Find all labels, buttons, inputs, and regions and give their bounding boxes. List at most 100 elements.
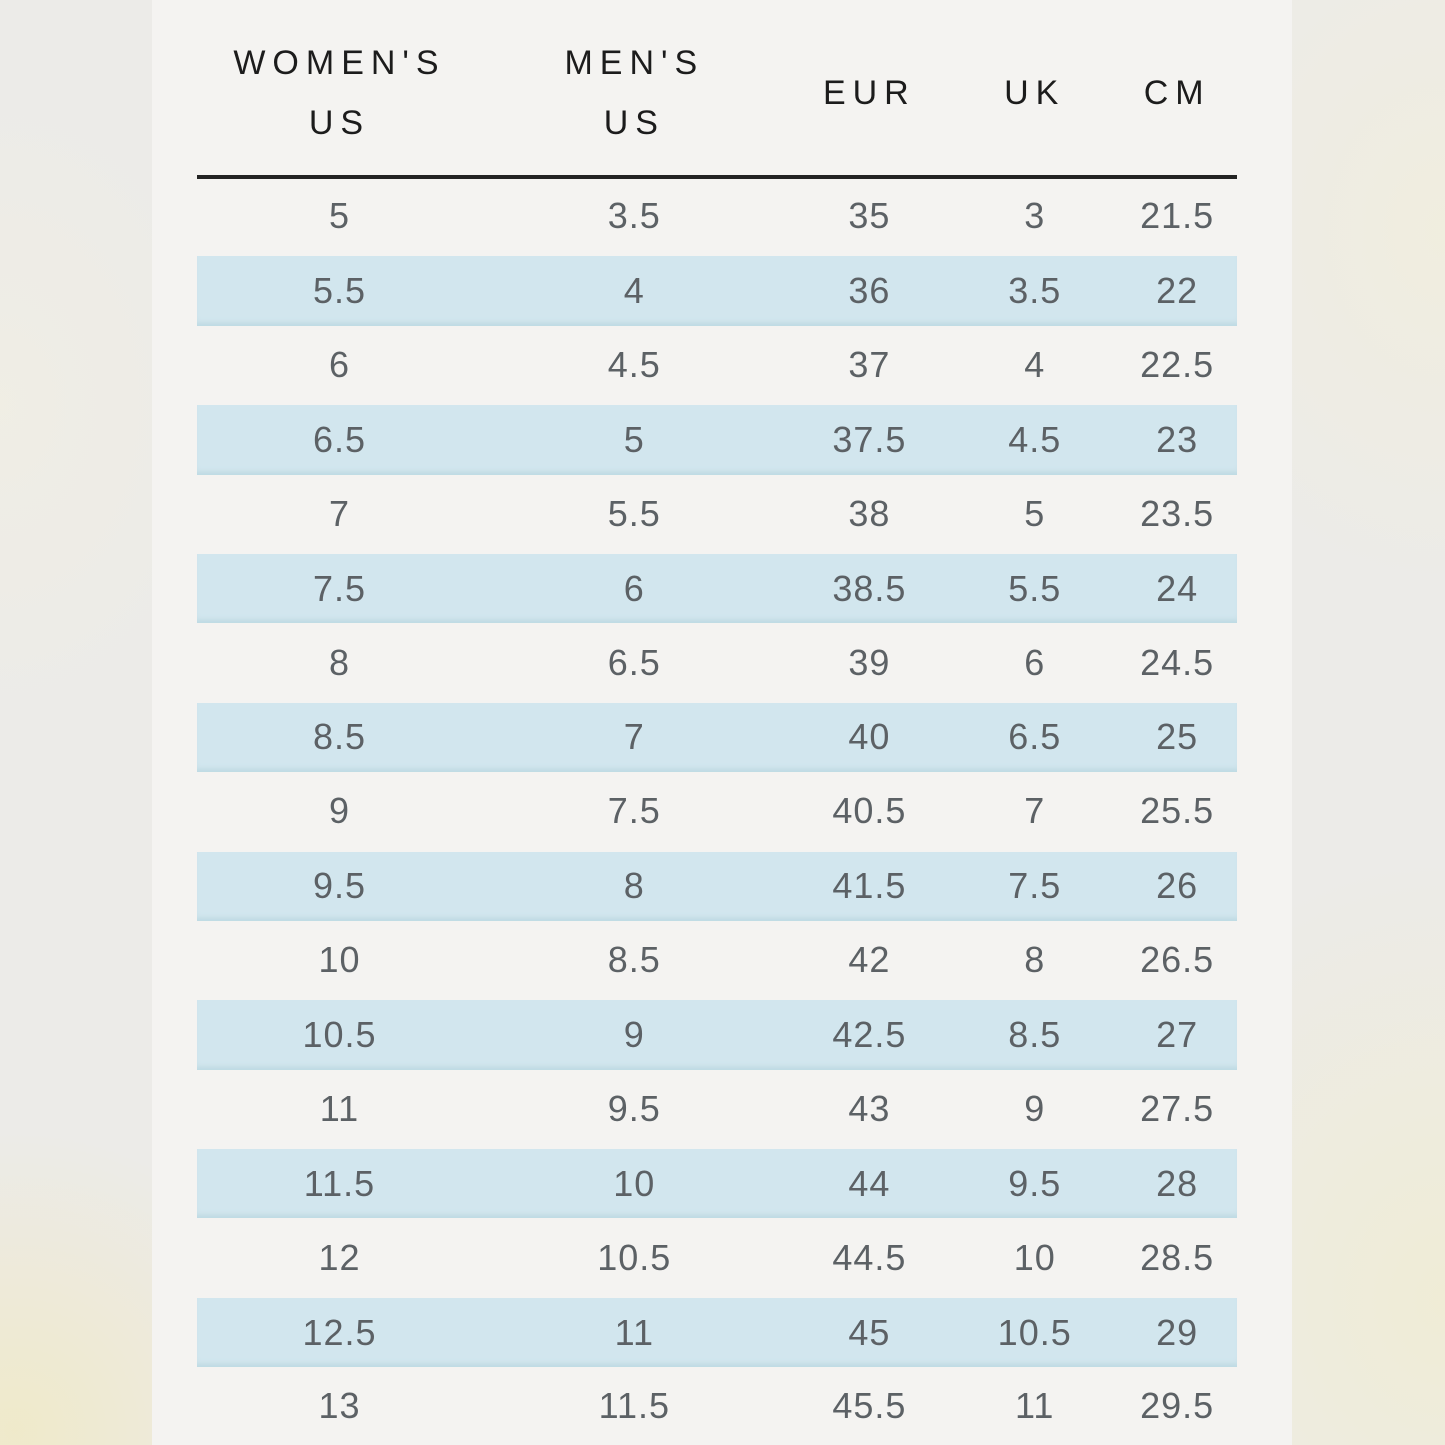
column-header-line: WOMEN'S — [233, 43, 446, 82]
table-cell: 7 — [328, 492, 350, 534]
table-cell: 22 — [1156, 270, 1199, 312]
table-body: 5 3.5 35 3 21.5 5.5 4 36 3.5 22 6 4.5 37 4 22.5 6.5 5 37.… — [197, 179, 1237, 1444]
table-cell: 3 — [1024, 195, 1046, 237]
table-row: 9 7.5 40.5 7 25.5 — [197, 774, 1237, 848]
table-cell: 7.5 — [607, 790, 661, 832]
table-cell: 23.5 — [1140, 492, 1215, 534]
table-cell: 25.5 — [1140, 790, 1215, 832]
column-header-cm: CM — [1117, 63, 1237, 123]
table-row: 5 3.5 35 3 21.5 — [197, 179, 1237, 253]
table-cell: 11.5 — [303, 1162, 376, 1204]
table-cell: 6 — [623, 567, 645, 609]
table-cell: 8.5 — [1008, 1013, 1062, 1055]
column-header-line: CM — [1143, 73, 1211, 112]
table-cell: 10 — [318, 939, 361, 981]
column-header-uk: UK — [952, 63, 1117, 123]
table-cell: 9.5 — [607, 1087, 661, 1129]
table-cell: 5.5 — [1008, 567, 1062, 609]
table-row: 6.5 5 37.5 4.5 23 — [197, 402, 1237, 477]
table-cell: 25 — [1156, 716, 1199, 758]
table-cell: 44.5 — [832, 1236, 907, 1278]
table-cell: 43 — [848, 1087, 891, 1129]
table-cell: 10 — [1013, 1236, 1056, 1278]
table-cell: 4.5 — [1008, 418, 1062, 460]
table-cell: 22.5 — [1140, 343, 1215, 385]
table-cell: 45 — [848, 1311, 891, 1353]
table-cell: 6 — [1024, 641, 1046, 683]
table-cell: 8 — [328, 641, 350, 683]
table-row: 11.5 10 44 9.5 28 — [197, 1146, 1237, 1221]
table-cell: 7.5 — [1008, 865, 1062, 907]
size-chart-panel: WOMEN'S US MEN'S US EUR UK CM 5 3.5 35 3 21.5 5.5 4 3… — [152, 0, 1292, 1445]
table-cell: 37.5 — [832, 418, 907, 460]
table-cell: 13 — [318, 1385, 361, 1427]
column-header-line: EUR — [822, 73, 916, 112]
table-cell: 12.5 — [302, 1311, 377, 1353]
table-cell: 26 — [1156, 865, 1199, 907]
table-cell: 5 — [328, 195, 350, 237]
table-cell: 28 — [1156, 1162, 1199, 1204]
table-cell: 4 — [1024, 343, 1046, 385]
table-cell: 45.5 — [832, 1385, 907, 1427]
table-cell: 6.5 — [312, 418, 366, 460]
table-cell: 10.5 — [597, 1236, 672, 1278]
table-cell: 28.5 — [1140, 1236, 1215, 1278]
table-cell: 6.5 — [607, 641, 661, 683]
table-row: 7.5 6 38.5 5.5 24 — [197, 550, 1237, 626]
header-divider — [197, 175, 1237, 179]
table-cell: 35 — [848, 195, 891, 237]
table-cell: 5 — [623, 418, 645, 460]
table-row: 7 5.5 38 5 23.5 — [197, 477, 1237, 551]
table-cell: 27.5 — [1140, 1087, 1215, 1129]
table-cell: 8 — [1024, 939, 1046, 981]
size-conversion-table: WOMEN'S US MEN'S US EUR UK CM 5 3.5 35 3 21.5 5.5 4 3… — [197, 0, 1237, 1444]
table-row: 8.5 7 40 6.5 25 — [197, 699, 1237, 775]
table-row: 5.5 4 36 3.5 22 — [197, 253, 1237, 328]
table-cell: 3.5 — [607, 195, 661, 237]
table-cell: 9 — [1024, 1087, 1046, 1129]
table-cell: 39 — [848, 641, 891, 683]
table-cell: 5.5 — [312, 270, 366, 312]
column-header-line: UK — [1004, 73, 1066, 112]
table-cell: 7 — [623, 716, 645, 758]
column-header-line: US — [603, 103, 665, 142]
table-cell: 11.5 — [598, 1385, 671, 1427]
table-cell: 6.5 — [1008, 716, 1062, 758]
table-cell: 12 — [318, 1236, 361, 1278]
table-cell: 5 — [1024, 492, 1046, 534]
table-cell: 10 — [613, 1162, 656, 1204]
table-cell: 26.5 — [1140, 939, 1215, 981]
table-row: 6 4.5 37 4 22.5 — [197, 328, 1237, 402]
table-row: 12.5 11 45 10.5 29 — [197, 1294, 1237, 1370]
table-cell: 4 — [623, 270, 645, 312]
table-cell: 11 — [614, 1311, 654, 1353]
table-cell: 36 — [848, 270, 891, 312]
table-row: 8 6.5 39 6 24.5 — [197, 625, 1237, 699]
table-row: 12 10.5 44.5 10 28.5 — [197, 1220, 1237, 1294]
table-cell: 4.5 — [607, 343, 661, 385]
table-cell: 29 — [1156, 1311, 1199, 1353]
table-cell: 42 — [848, 939, 891, 981]
table-cell: 9 — [328, 790, 350, 832]
table-cell: 8.5 — [607, 939, 661, 981]
table-row: 13 11.5 45.5 11 29.5 — [197, 1369, 1237, 1443]
column-header-line: MEN'S — [564, 43, 705, 82]
table-cell: 40.5 — [832, 790, 907, 832]
table-cell: 6 — [328, 343, 350, 385]
table-cell: 10.5 — [302, 1013, 377, 1055]
table-cell: 8.5 — [312, 716, 366, 758]
table-cell: 24.5 — [1140, 641, 1215, 683]
table-cell: 38 — [848, 492, 891, 534]
column-header-mens-us: MEN'S US — [482, 33, 787, 153]
table-row: 10.5 9 42.5 8.5 27 — [197, 997, 1237, 1072]
table-cell: 11 — [319, 1087, 360, 1129]
table-row: 9.5 8 41.5 7.5 26 — [197, 848, 1237, 923]
table-cell: 8 — [623, 865, 645, 907]
table-row: 10 8.5 42 8 26.5 — [197, 923, 1237, 997]
table-cell: 41.5 — [832, 865, 907, 907]
column-header-line: US — [308, 103, 371, 142]
table-header-row: WOMEN'S US MEN'S US EUR UK CM — [197, 0, 1237, 175]
table-cell: 42.5 — [832, 1013, 907, 1055]
table-cell: 9.5 — [1008, 1162, 1062, 1204]
